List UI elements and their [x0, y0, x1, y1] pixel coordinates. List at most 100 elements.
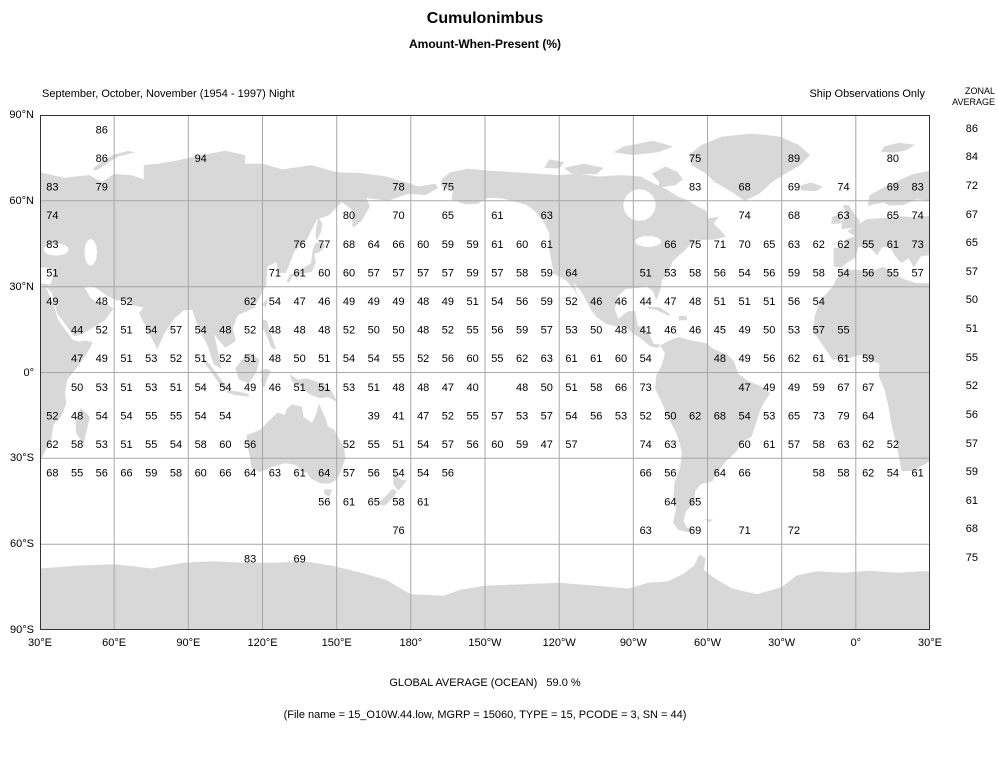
landmass	[75, 407, 90, 445]
cell-value: 59	[862, 353, 874, 365]
cell-value: 59	[145, 468, 157, 480]
cell-value: 61	[565, 353, 577, 365]
cell-value: 40	[466, 382, 478, 394]
cell-value: 63	[788, 239, 800, 251]
cell-value: 56	[96, 468, 108, 480]
cell-value: 62	[516, 353, 528, 365]
cell-value: 48	[269, 353, 281, 365]
cell-value: 59	[813, 382, 825, 394]
cell-value: 41	[640, 325, 652, 337]
landmass	[40, 150, 438, 369]
cell-value: 63	[664, 439, 676, 451]
zonal-average-header: ZONAL AVERAGE	[952, 86, 995, 108]
cell-value: 56	[318, 496, 330, 508]
cell-value: 60	[195, 468, 207, 480]
cell-value: 57	[368, 267, 380, 279]
landmass	[323, 489, 333, 497]
cell-value: 56	[714, 267, 726, 279]
cell-value: 54	[120, 410, 132, 422]
cell-value: 57	[417, 267, 429, 279]
cell-value: 39	[368, 410, 380, 422]
cell-value: 60	[466, 353, 478, 365]
cell-value: 64	[368, 239, 380, 251]
cell-value: 47	[442, 382, 454, 394]
cell-value: 64	[664, 496, 676, 508]
zonal-average-value: 50	[965, 294, 978, 307]
zonal-average-value: 51	[965, 323, 978, 336]
cell-value: 58	[837, 468, 849, 480]
landmass	[655, 337, 771, 533]
cell-value: 56	[516, 296, 528, 308]
cell-value: 62	[837, 239, 849, 251]
cell-value: 50	[590, 325, 602, 337]
cell-value: 55	[368, 439, 380, 451]
cell-value: 49	[763, 382, 775, 394]
cell-value: 52	[417, 353, 429, 365]
cell-value: 48	[417, 325, 429, 337]
cell-value: 51	[195, 353, 207, 365]
cell-value: 51	[120, 382, 132, 394]
cell-value: 83	[46, 182, 58, 194]
cell-value: 48	[392, 382, 404, 394]
landmass	[705, 519, 713, 523]
cell-value: 60	[491, 439, 503, 451]
cell-value: 55	[837, 325, 849, 337]
world-map-svg: 86 86 94 75 89 80 83 79 78 75 83 68 69 74 69 83 74 80 70 65…	[40, 115, 930, 630]
cell-value: 55	[491, 353, 503, 365]
cell-value: 69	[887, 182, 899, 194]
cell-value: 57	[788, 439, 800, 451]
cell-value: 62	[788, 353, 800, 365]
x-tick-label: 30°E	[28, 637, 52, 649]
cell-value: 52	[343, 439, 355, 451]
cell-value: 48	[615, 325, 627, 337]
cell-value: 54	[368, 353, 380, 365]
cell-value: 69	[293, 554, 305, 566]
cell-value: 65	[689, 496, 701, 508]
landmass	[564, 163, 604, 175]
cell-value: 49	[738, 325, 750, 337]
cell-value: 54	[96, 410, 108, 422]
cell-value: 66	[392, 239, 404, 251]
cell-value: 46	[689, 325, 701, 337]
cell-value: 44	[640, 296, 652, 308]
landmass	[831, 214, 841, 224]
zonal-average-value: 59	[965, 466, 978, 479]
cell-value: 78	[392, 182, 404, 194]
cell-value: 55	[145, 439, 157, 451]
x-tick-label: 60°E	[102, 637, 127, 649]
cell-value: 60	[615, 353, 627, 365]
zonal-average-value: 52	[965, 380, 978, 393]
cell-value: 54	[343, 353, 355, 365]
cell-value: 68	[788, 210, 800, 222]
zonal-average-value: 56	[965, 408, 978, 421]
cell-value: 80	[343, 210, 355, 222]
cell-value: 47	[71, 353, 83, 365]
cell-value: 50	[392, 325, 404, 337]
cell-value: 76	[293, 239, 305, 251]
cell-value: 49	[96, 353, 108, 365]
cell-value: 60	[516, 239, 528, 251]
x-tick-label: 180°	[399, 637, 423, 649]
cell-value: 57	[170, 325, 182, 337]
cell-value: 58	[392, 496, 404, 508]
cell-value: 52	[96, 325, 108, 337]
cell-value: 76	[392, 525, 404, 537]
zonal-average-value: 55	[965, 351, 978, 364]
cell-value: 71	[714, 239, 726, 251]
cell-value: 57	[491, 267, 503, 279]
cell-value: 74	[738, 210, 750, 222]
cell-value: 77	[318, 239, 330, 251]
cell-value: 51	[763, 296, 775, 308]
cell-value: 51	[565, 382, 577, 394]
cell-value: 61	[911, 468, 923, 480]
cell-value: 59	[541, 267, 553, 279]
cell-value: 55	[466, 410, 478, 422]
cell-value: 58	[813, 439, 825, 451]
cell-value: 58	[689, 267, 701, 279]
cell-value: 57	[491, 410, 503, 422]
cell-value: 54	[195, 410, 207, 422]
cell-value: 52	[170, 353, 182, 365]
cell-value: 70	[738, 239, 750, 251]
cell-value: 75	[689, 153, 701, 165]
cell-value: 51	[714, 296, 726, 308]
